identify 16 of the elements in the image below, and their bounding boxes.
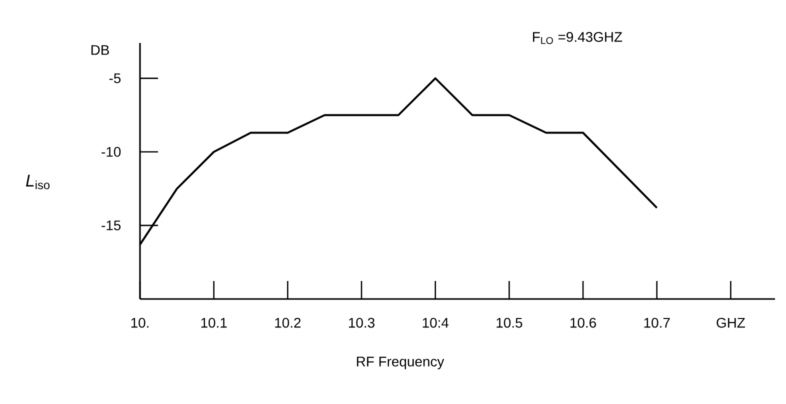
x-tick-label: 10.2 (275, 318, 301, 328)
x-tick-label: 10:4 (422, 318, 449, 328)
text: DB (91, 45, 109, 55)
annotation: F$_{LO}$ =9.43GHZ (532, 32, 622, 44)
y-tick-label: -5 (109, 73, 121, 84)
y-tick-label: -15 (102, 220, 121, 230)
x-tick-label: 10.3 (349, 318, 374, 328)
y-axis-title: L$_{iso}$ (26, 174, 50, 190)
x-tick-label: GHZ (716, 318, 745, 328)
x-tick-label: 10.5 (496, 318, 522, 328)
x-tick-label: 10. (131, 318, 148, 328)
x-tick-label: 10.1 (201, 318, 227, 328)
x-tick-label: 10.7 (644, 318, 670, 328)
x-axis-title: RF Frequency (356, 356, 444, 370)
x-tick-label: 10.6 (570, 318, 596, 328)
y-tick-label: -10 (102, 146, 121, 157)
